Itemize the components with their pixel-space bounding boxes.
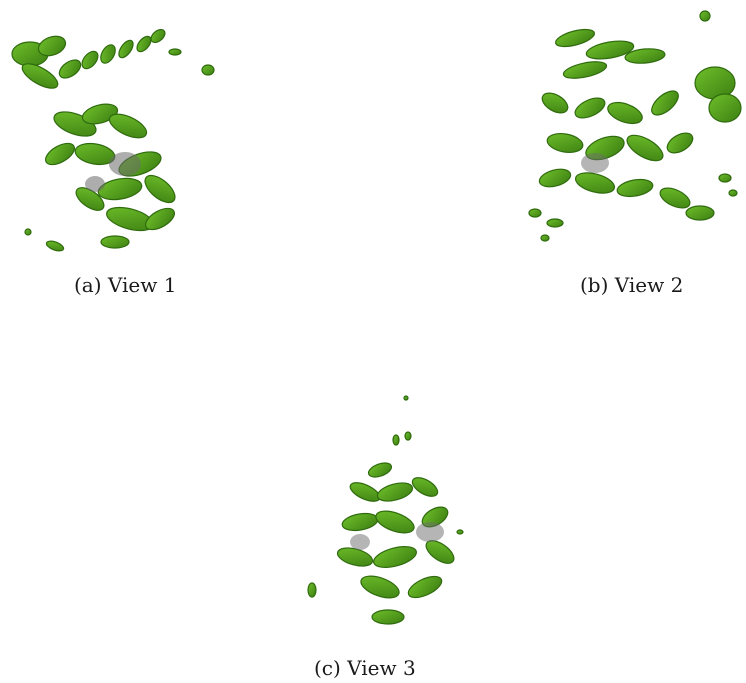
density-map-view-1-render [11,28,215,252]
caption-view-2: (b) View 2 [580,273,684,297]
density-map-view-1 [0,14,270,254]
density-map-view-2 [515,8,746,248]
caption-view-3: (c) View 3 [314,656,416,680]
density-map-view-3-render [307,395,464,625]
density-map-view-3 [300,392,480,638]
density-map-view-2-render [528,10,742,242]
caption-view-1: (a) View 1 [74,273,177,297]
